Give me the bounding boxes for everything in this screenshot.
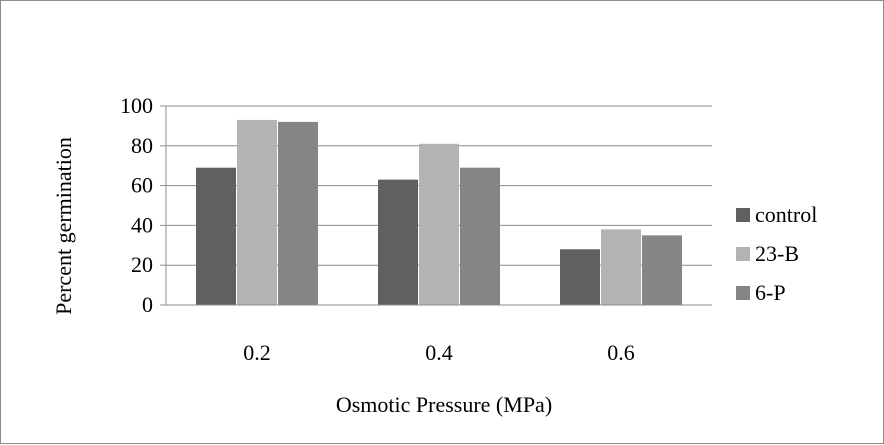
y-tick-label: 100 bbox=[120, 93, 153, 118]
y-tick-label: 0 bbox=[142, 292, 153, 317]
x-axis-ticks: 0.2 0.4 0.6 bbox=[166, 304, 712, 365]
bar-6-p-0.2 bbox=[278, 121, 318, 305]
bar-control-0.2 bbox=[196, 167, 236, 305]
x-axis-label: Osmotic Pressure (MPa) bbox=[336, 392, 552, 417]
bar-control-0.6 bbox=[560, 249, 600, 305]
bar-23-b-0.2 bbox=[237, 119, 277, 306]
y-tick-label: 60 bbox=[131, 173, 153, 198]
bar-23-b-0.4 bbox=[419, 143, 459, 305]
y-tick-label: 20 bbox=[131, 252, 153, 277]
bars bbox=[196, 119, 682, 306]
legend: control 23-B 6-P bbox=[736, 202, 817, 305]
x-tick-label: 0.4 bbox=[425, 340, 453, 365]
y-tick-label: 80 bbox=[131, 133, 153, 158]
legend-label: 23-B bbox=[755, 241, 799, 266]
y-axis-ticks: 0 20 40 60 80 100 bbox=[120, 93, 166, 317]
legend-swatch bbox=[736, 286, 750, 300]
y-tick-label: 40 bbox=[131, 212, 153, 237]
legend-label: 6-P bbox=[755, 280, 786, 305]
bar-6-p-0.6 bbox=[642, 235, 682, 305]
bar-6-p-0.4 bbox=[460, 167, 500, 305]
y-axis-label: Percent germination bbox=[51, 137, 76, 315]
legend-swatch bbox=[736, 208, 750, 222]
bar-23-b-0.6 bbox=[601, 229, 641, 305]
legend-swatch bbox=[736, 247, 750, 261]
x-tick-label: 0.2 bbox=[243, 340, 271, 365]
x-tick-label: 0.6 bbox=[607, 340, 635, 365]
bar-control-0.4 bbox=[378, 179, 418, 305]
legend-label: control bbox=[755, 202, 817, 227]
